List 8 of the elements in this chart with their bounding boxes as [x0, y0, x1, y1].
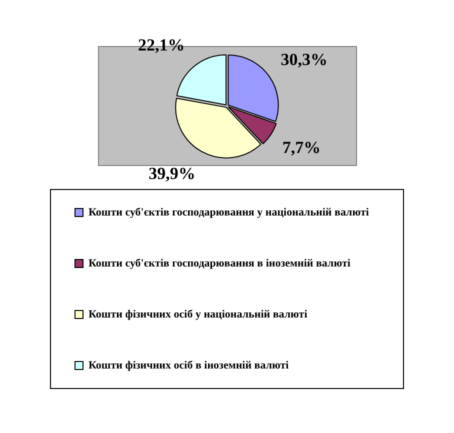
data-label: 30,3%	[280, 50, 328, 70]
data-label: 22,1%	[138, 35, 185, 54]
legend-label: Кошти суб'єктів господарювання у національній валюті	[88, 206, 369, 218]
data-label: 39,9%	[148, 164, 196, 183]
legend-label: Кошти суб'єктів господарювання в іноземній валюті	[88, 257, 350, 270]
legend-label: Кошти фізичних осіб у національній валюті	[88, 308, 308, 320]
data-label: 7,7%	[282, 138, 321, 157]
legend-label: Кошти фізичних осіб в іноземній валюті	[88, 359, 289, 372]
